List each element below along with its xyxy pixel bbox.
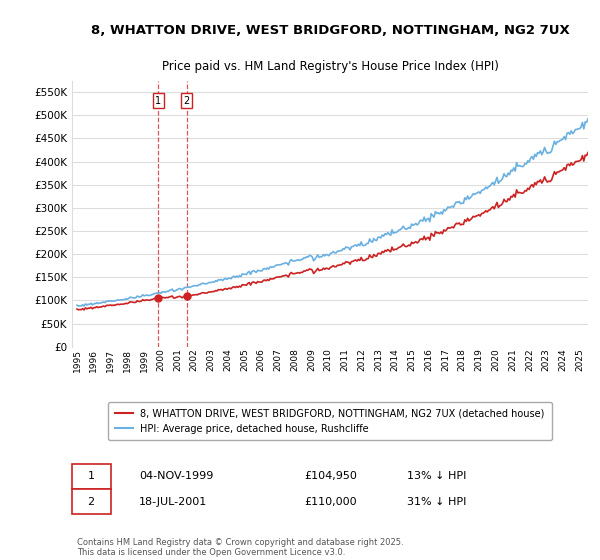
Text: Contains HM Land Registry data © Crown copyright and database right 2025.
This d: Contains HM Land Registry data © Crown c… — [77, 538, 404, 557]
Text: 2022: 2022 — [525, 348, 534, 371]
Text: 2014: 2014 — [391, 348, 400, 371]
Text: 2006: 2006 — [257, 348, 266, 371]
Text: 2001: 2001 — [173, 348, 182, 371]
Text: 2016: 2016 — [424, 348, 433, 371]
Text: 1995: 1995 — [73, 348, 82, 371]
Text: 2018: 2018 — [458, 348, 467, 371]
Text: 2019: 2019 — [475, 348, 484, 371]
Text: 2: 2 — [184, 96, 190, 106]
Text: 1996: 1996 — [89, 348, 98, 371]
Text: 2013: 2013 — [374, 348, 383, 371]
Text: £104,950: £104,950 — [304, 472, 357, 482]
Text: 2002: 2002 — [190, 348, 199, 371]
Text: 04-NOV-1999: 04-NOV-1999 — [139, 472, 214, 482]
Text: 2009: 2009 — [307, 348, 316, 371]
Text: 18-JUL-2001: 18-JUL-2001 — [139, 497, 208, 507]
Text: 1: 1 — [88, 472, 95, 482]
Text: 2000: 2000 — [156, 348, 165, 371]
Text: 2025: 2025 — [575, 348, 584, 371]
Text: 2010: 2010 — [324, 348, 333, 371]
Legend: 8, WHATTON DRIVE, WEST BRIDGFORD, NOTTINGHAM, NG2 7UX (detached house), HPI: Ave: 8, WHATTON DRIVE, WEST BRIDGFORD, NOTTIN… — [109, 402, 551, 440]
FancyBboxPatch shape — [72, 489, 110, 515]
Text: 2017: 2017 — [441, 348, 450, 371]
Text: £110,000: £110,000 — [304, 497, 357, 507]
Text: Price paid vs. HM Land Registry's House Price Index (HPI): Price paid vs. HM Land Registry's House … — [161, 60, 499, 73]
FancyBboxPatch shape — [72, 464, 110, 489]
Text: 1998: 1998 — [123, 348, 132, 371]
Text: 2021: 2021 — [508, 348, 517, 371]
Text: 2004: 2004 — [223, 348, 232, 371]
Text: 2020: 2020 — [491, 348, 500, 371]
Text: 1997: 1997 — [106, 348, 115, 371]
Text: 31% ↓ HPI: 31% ↓ HPI — [407, 497, 467, 507]
Text: 2015: 2015 — [407, 348, 416, 371]
Text: 2024: 2024 — [559, 348, 568, 371]
Text: 8, WHATTON DRIVE, WEST BRIDGFORD, NOTTINGHAM, NG2 7UX: 8, WHATTON DRIVE, WEST BRIDGFORD, NOTTIN… — [91, 24, 569, 38]
Text: 2: 2 — [88, 497, 95, 507]
Text: 2012: 2012 — [358, 348, 367, 371]
Text: 2008: 2008 — [290, 348, 299, 371]
Text: 1: 1 — [155, 96, 161, 106]
Text: 2007: 2007 — [274, 348, 283, 371]
Text: 2005: 2005 — [240, 348, 249, 371]
Text: 2003: 2003 — [206, 348, 215, 371]
Text: 2023: 2023 — [542, 348, 551, 371]
Text: 13% ↓ HPI: 13% ↓ HPI — [407, 472, 467, 482]
Text: 1999: 1999 — [140, 348, 149, 371]
Text: 2011: 2011 — [341, 348, 350, 371]
